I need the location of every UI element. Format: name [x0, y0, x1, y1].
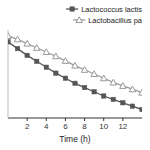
series-point [53, 53, 59, 59]
x-axis-label: Time (h) [59, 134, 90, 144]
plot-marks [8, 33, 142, 112]
series-point [54, 71, 58, 75]
series-point [92, 90, 96, 94]
legend-label: Lactobacillus pa [88, 16, 143, 25]
series-point [24, 40, 30, 46]
x-tick [65, 118, 66, 121]
series-point [81, 67, 87, 73]
x-tick [27, 118, 28, 121]
x-tick-label: 2 [25, 122, 30, 131]
series-point [44, 65, 48, 69]
series-point [63, 76, 67, 80]
series-point [62, 58, 68, 64]
series-point [43, 49, 49, 55]
x-tick [46, 118, 47, 121]
series-point [34, 45, 40, 51]
series-point [8, 33, 11, 39]
series-point [14, 36, 20, 42]
series-point [25, 53, 29, 57]
series-line [8, 42, 142, 110]
series-point [102, 94, 106, 98]
series-point [110, 79, 116, 85]
legend: Lactococcus lactis Lactobacillus pa [66, 5, 143, 25]
series-point [130, 104, 134, 108]
series-point [140, 107, 142, 111]
x-tick-label: 8 [82, 122, 87, 131]
legend-swatch-marker [70, 7, 74, 11]
x-tick-label: 10 [99, 122, 108, 131]
series-point [129, 86, 135, 92]
x-tick-label: 4 [44, 122, 49, 131]
x-tick-label: 6 [63, 122, 68, 131]
series-point [111, 97, 115, 101]
series-point [101, 75, 107, 81]
x-tick [84, 118, 85, 121]
legend-label: Lactococcus lactis [81, 5, 142, 14]
series-point [120, 83, 126, 89]
series-point [72, 62, 78, 68]
x-tick [103, 118, 104, 121]
series-point [35, 59, 39, 63]
series-point [139, 89, 142, 95]
series-point [73, 81, 77, 85]
series-point [91, 71, 97, 77]
x-axis [8, 118, 142, 119]
series-point [8, 40, 10, 44]
series-point [15, 46, 19, 50]
x-tick-label: 12 [118, 122, 127, 131]
series-line [8, 36, 142, 93]
series-point [121, 101, 125, 105]
series-point [82, 85, 86, 89]
x-tick [122, 118, 123, 121]
legend-swatch-marker [76, 17, 82, 23]
chart: 2 4 6 8 10 12 Time (h) Lactococcus lactis Lactob… [0, 0, 150, 150]
